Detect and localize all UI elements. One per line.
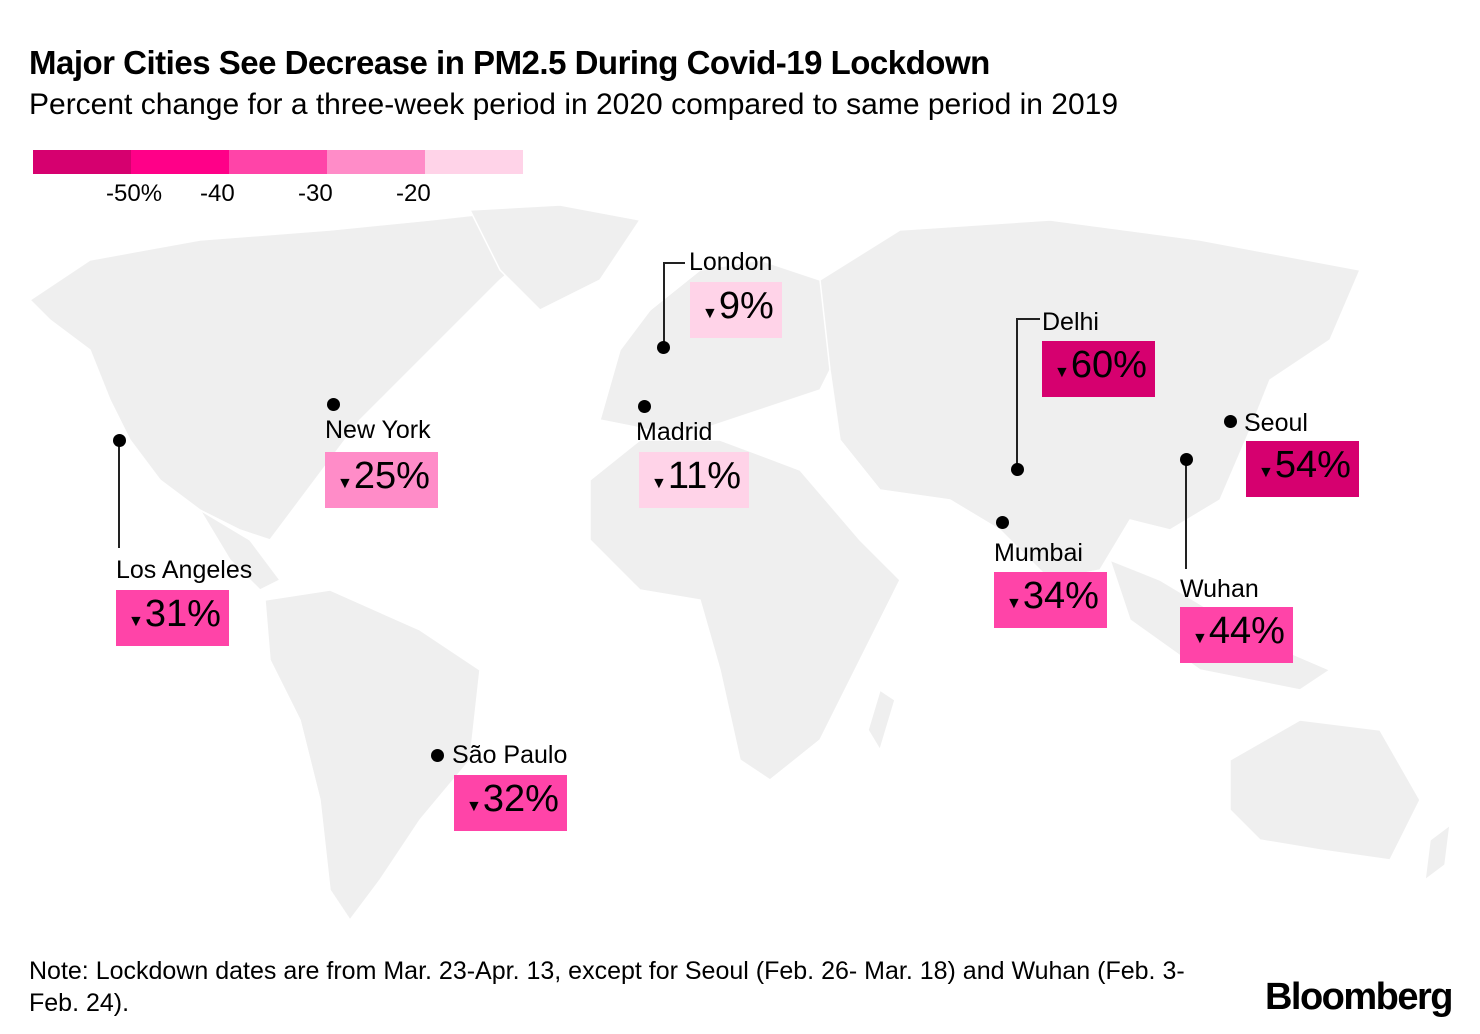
north-america bbox=[28, 209, 562, 541]
change-value: 25% bbox=[353, 455, 430, 497]
change-value: 54% bbox=[1274, 444, 1351, 486]
leader-line bbox=[1016, 318, 1040, 320]
change-value-badge: ▼54% bbox=[1246, 441, 1359, 497]
color-legend bbox=[33, 150, 523, 174]
legend-tick: -50% bbox=[106, 180, 163, 207]
down-arrow-icon: ▼ bbox=[128, 613, 144, 630]
city-marker bbox=[1011, 463, 1024, 476]
change-value: 31% bbox=[144, 593, 221, 635]
city-label: Mumbai bbox=[994, 539, 1083, 567]
change-value-badge: ▼25% bbox=[325, 452, 438, 508]
change-value-badge: ▼31% bbox=[116, 590, 229, 646]
city-label: Los Angeles bbox=[116, 556, 253, 584]
change-value: 9% bbox=[718, 285, 774, 327]
change-value-badge: ▼60% bbox=[1042, 341, 1155, 397]
central-america bbox=[199, 509, 282, 591]
leader-line bbox=[1016, 318, 1018, 468]
city-label: New York bbox=[325, 416, 431, 444]
chart-title: Major Cities See Decrease in PM2.5 Durin… bbox=[29, 44, 990, 81]
leader-line bbox=[1185, 459, 1187, 569]
city-marker bbox=[431, 749, 444, 762]
down-arrow-icon: ▼ bbox=[1258, 464, 1274, 481]
down-arrow-icon: ▼ bbox=[1006, 595, 1022, 612]
legend-tick: -40 bbox=[200, 180, 235, 207]
city-label: London bbox=[689, 248, 773, 276]
change-value-badge: ▼11% bbox=[639, 452, 750, 508]
down-arrow-icon: ▼ bbox=[466, 798, 482, 815]
change-value-badge: ▼34% bbox=[994, 572, 1107, 628]
leader-line bbox=[118, 440, 120, 548]
city-marker bbox=[638, 400, 651, 413]
change-value: 44% bbox=[1208, 610, 1285, 652]
legend-swatch bbox=[327, 150, 425, 174]
city-label: Delhi bbox=[1042, 308, 1099, 336]
down-arrow-icon: ▼ bbox=[1054, 364, 1070, 381]
legend-tick: -30 bbox=[298, 180, 333, 207]
legend-swatch bbox=[425, 150, 523, 174]
down-arrow-icon: ▼ bbox=[702, 305, 718, 322]
south-america bbox=[264, 589, 481, 922]
city-marker bbox=[1180, 453, 1193, 466]
change-value: 32% bbox=[482, 778, 559, 820]
madagascar bbox=[867, 688, 896, 752]
chart-subtitle: Percent change for a three-week period i… bbox=[29, 88, 1119, 121]
asia bbox=[819, 219, 1362, 581]
bloomberg-logo: Bloomberg bbox=[1264, 976, 1454, 1018]
leader-line bbox=[663, 262, 665, 347]
new-zealand bbox=[1424, 823, 1451, 882]
legend-swatch bbox=[131, 150, 229, 174]
city-marker bbox=[113, 434, 126, 447]
city-marker bbox=[657, 341, 670, 354]
down-arrow-icon: ▼ bbox=[651, 475, 667, 492]
footnote: Note: Lockdown dates are from Mar. 23-Ap… bbox=[29, 957, 1185, 1017]
down-arrow-icon: ▼ bbox=[337, 475, 353, 492]
city-marker bbox=[327, 398, 340, 411]
city-label: Wuhan bbox=[1180, 575, 1259, 603]
change-value-badge: ▼44% bbox=[1180, 607, 1293, 663]
down-arrow-icon: ▼ bbox=[1192, 630, 1208, 647]
city-label: Madrid bbox=[636, 418, 713, 446]
australia bbox=[1229, 719, 1421, 861]
change-value-badge: ▼9% bbox=[690, 282, 782, 338]
change-value-badge: ▼32% bbox=[454, 775, 567, 831]
africa bbox=[589, 439, 901, 781]
city-marker bbox=[1224, 415, 1237, 428]
greenland bbox=[468, 204, 642, 311]
city-label: São Paulo bbox=[452, 741, 568, 769]
legend-tick: -20 bbox=[396, 180, 431, 207]
city-label: Seoul bbox=[1244, 409, 1308, 437]
legend-swatch bbox=[229, 150, 327, 174]
city-marker bbox=[996, 516, 1009, 529]
change-value: 34% bbox=[1022, 575, 1099, 617]
change-value: 11% bbox=[667, 455, 742, 497]
change-value: 60% bbox=[1070, 344, 1147, 386]
leader-line bbox=[663, 262, 685, 264]
legend-swatch bbox=[33, 150, 131, 174]
